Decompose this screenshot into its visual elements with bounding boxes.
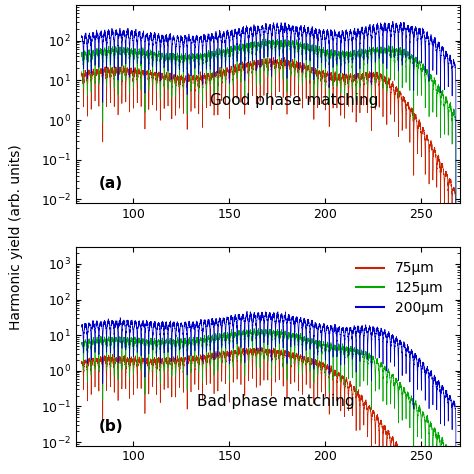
Text: (a): (a) [99, 176, 123, 191]
Text: Bad phase matching: Bad phase matching [197, 394, 354, 410]
Legend: 75μm, 125μm, 200μm: 75μm, 125μm, 200μm [350, 256, 449, 320]
Text: Harmonic yield (arb. units): Harmonic yield (arb. units) [9, 144, 24, 330]
Text: (b): (b) [99, 419, 124, 434]
Text: Good phase matching: Good phase matching [210, 92, 379, 108]
